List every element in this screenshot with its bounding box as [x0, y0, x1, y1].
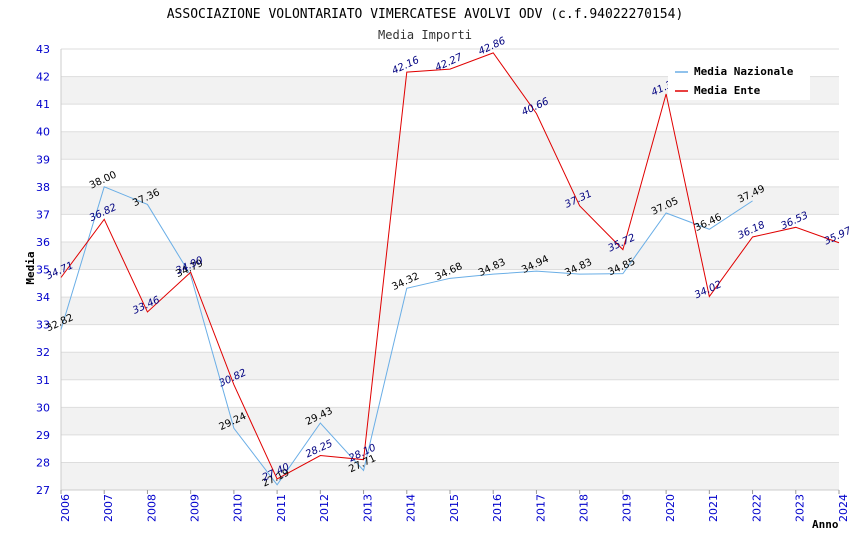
plot-band	[61, 104, 839, 132]
x-tick-label: 2024	[837, 494, 850, 522]
y-tick-label: 35	[36, 264, 50, 277]
x-tick-label: 2016	[491, 494, 504, 522]
x-tick-label: 2021	[707, 494, 720, 522]
plot-band	[61, 352, 839, 380]
x-tick-label: 2019	[621, 494, 634, 522]
legend-label-media-nazionale: Media Nazionale	[694, 65, 794, 78]
x-tick-label: 2018	[578, 494, 591, 522]
x-tick-label: 2020	[664, 494, 677, 522]
chart-title: ASSOCIAZIONE VOLONTARIATO VIMERCATESE AV…	[167, 7, 684, 22]
y-tick-label: 38	[36, 181, 50, 194]
x-tick-label: 2023	[794, 494, 807, 522]
plot-band	[61, 131, 839, 160]
y-tick-label: 30	[36, 401, 50, 414]
y-tick-label: 29	[36, 429, 50, 442]
series-line-media-ente	[60, 52, 840, 480]
series-lines	[60, 52, 840, 486]
plot-band	[61, 434, 839, 463]
y-tick-label: 36	[36, 236, 50, 249]
y-tick-label: 39	[36, 153, 50, 166]
x-tick-label: 2013	[361, 494, 374, 522]
plot-band	[61, 269, 839, 298]
x-tick-label: 2008	[145, 494, 158, 522]
y-tick-label: 41	[36, 98, 50, 111]
y-tick-label: 42	[36, 71, 50, 84]
y-tick-label: 32	[36, 346, 50, 359]
x-tick-label: 2009	[189, 494, 202, 522]
plot-band	[61, 407, 839, 435]
series-line-media-nazionale	[60, 186, 753, 486]
plot-band	[61, 186, 839, 215]
y-tick-label: 27	[36, 484, 50, 497]
x-tick-label: 2011	[275, 494, 288, 522]
y-tick-label: 40	[36, 126, 50, 139]
legend-label-media-ente: Media Ente	[694, 84, 761, 97]
x-axis-ticks: 2006 2007 2008 2009 2010 2011 2012 2013 2014 2015…	[59, 490, 850, 522]
chart-subtitle: Media Importi	[378, 28, 472, 42]
plot-band	[61, 214, 839, 242]
x-tick-label: 2010	[232, 494, 245, 522]
plot-band	[61, 159, 839, 187]
plot-band	[61, 462, 839, 490]
y-tick-label: 37	[36, 208, 50, 221]
y-tick-label: 28	[36, 456, 50, 469]
grid	[61, 48, 839, 491]
x-tick-label: 2022	[750, 494, 763, 522]
x-tick-label: 2014	[405, 494, 418, 522]
y-tick-label: 43	[36, 43, 50, 56]
x-tick-label: 2015	[448, 494, 461, 522]
plot-band	[61, 324, 839, 353]
legend-box	[668, 60, 810, 100]
y-tick-label: 31	[36, 374, 50, 387]
plot-band	[61, 297, 839, 325]
x-tick-label: 2007	[102, 494, 115, 522]
y-tick-label: 33	[36, 319, 50, 332]
y-tick-label: 34	[36, 291, 50, 304]
y-axis-ticks: 27 28 29 30 31 32 33 34 35 36 37 38 39 40 41 42 43	[36, 43, 50, 497]
plot-band	[61, 241, 839, 270]
plot-background	[61, 49, 839, 490]
plot-band	[61, 379, 839, 408]
legend: Media Nazionale Media Ente	[668, 60, 810, 100]
y-axis-label: Media	[24, 251, 37, 284]
x-tick-label: 2006	[59, 494, 72, 522]
x-tick-label: 2012	[318, 494, 331, 522]
x-tick-label: 2017	[534, 494, 547, 522]
x-axis-label: Anno	[812, 518, 839, 531]
